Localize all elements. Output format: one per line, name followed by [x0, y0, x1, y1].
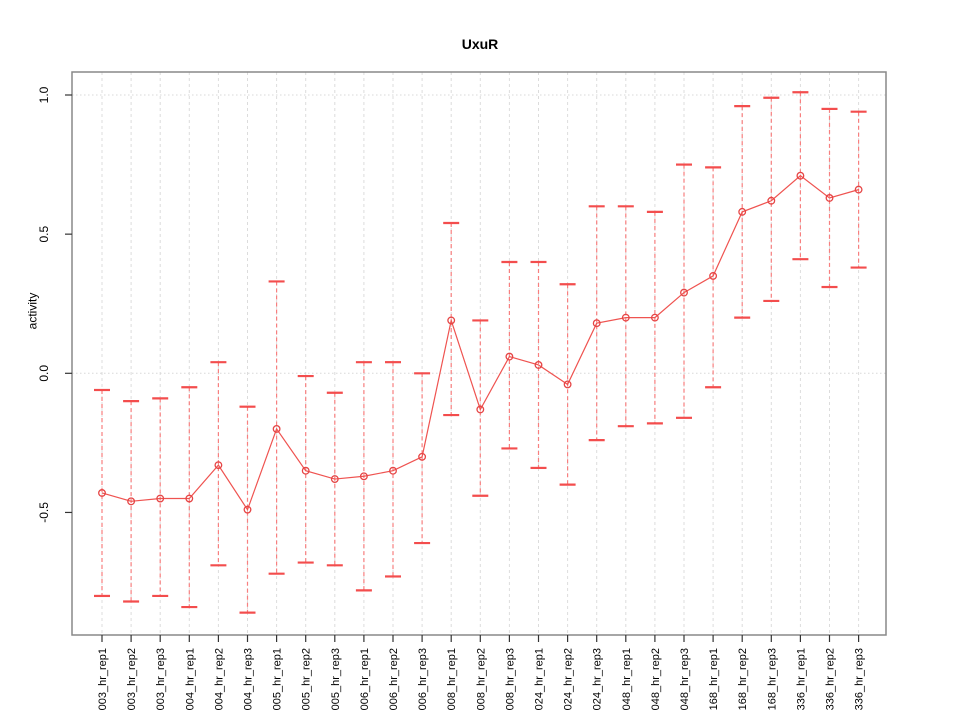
data-point: [243, 505, 252, 514]
chart-title: UxuR: [461, 36, 499, 52]
x-tick-label: 006_hr_rep2: [388, 648, 400, 710]
data-point: [621, 313, 630, 322]
x-tick-label: 008_hr_rep3: [504, 648, 516, 710]
x-tick-label: 003_hr_rep1: [97, 648, 109, 710]
x-tick-label: 004_hr_rep1: [184, 648, 196, 710]
y-tick-label: 0.0: [37, 365, 51, 382]
x-tick-label: 048_hr_rep2: [650, 648, 662, 710]
data-point: [185, 494, 194, 503]
x-tick-label: 168_hr_rep3: [766, 648, 778, 710]
x-tick-label: 048_hr_rep1: [621, 648, 633, 710]
data-point: [680, 288, 688, 297]
data-point: [389, 466, 397, 475]
x-tick-label: 168_hr_rep2: [737, 648, 749, 710]
x-tick-label: 005_hr_rep2: [301, 648, 313, 710]
plot-border: [71, 71, 887, 636]
data-point: [767, 196, 776, 205]
data-point: [738, 207, 747, 216]
series-line: [101, 174, 859, 512]
data-point: [156, 494, 165, 503]
x-tick-label: 005_hr_rep3: [330, 648, 342, 710]
data-point: [272, 425, 281, 433]
x-tick-label: 336_hr_rep1: [795, 648, 807, 710]
y-tick-label: 0.5: [37, 225, 51, 242]
data-point: [825, 194, 834, 202]
data-point: [98, 489, 106, 497]
x-tick-label: 336_hr_rep3: [854, 648, 866, 710]
data-point: [854, 185, 863, 194]
data-point: [563, 380, 572, 389]
x-tick-label: 003_hr_rep2: [126, 648, 138, 710]
x-tick-label: 168_hr_rep1: [708, 648, 720, 710]
data-point: [447, 316, 456, 325]
x-tick-label: 004_hr_rep3: [243, 648, 255, 710]
x-tick-label: 004_hr_rep2: [213, 648, 225, 710]
y-tick-label: 1.0: [37, 86, 51, 103]
data-point: [505, 352, 514, 361]
data-point: [127, 497, 136, 506]
x-tick-label: 006_hr_rep3: [417, 648, 429, 710]
y-tick-label: -0.5: [37, 502, 51, 523]
data-point: [301, 466, 310, 475]
x-tick-label: 005_hr_rep1: [272, 648, 284, 710]
data-point: [796, 171, 805, 180]
data-point: [418, 452, 427, 461]
data-point: [214, 461, 223, 470]
data-point: [330, 475, 339, 484]
data-point: [650, 313, 659, 322]
x-tick-label: 008_hr_rep1: [446, 648, 458, 710]
data-point: [709, 271, 718, 280]
x-tick-label: 006_hr_rep1: [359, 648, 371, 710]
data-point: [534, 361, 543, 369]
x-tick-label: 024_hr_rep3: [592, 648, 604, 710]
x-tick-label: 024_hr_rep1: [534, 648, 546, 710]
data-point: [359, 472, 368, 481]
x-tick-label: 048_hr_rep3: [679, 648, 691, 710]
data-point: [476, 405, 485, 414]
x-tick-label: 003_hr_rep3: [155, 648, 167, 710]
x-tick-label: 008_hr_rep2: [475, 648, 487, 710]
x-tick-label: 336_hr_rep2: [825, 648, 837, 710]
x-tick-label: 024_hr_rep2: [563, 648, 575, 710]
data-point: [592, 319, 601, 328]
